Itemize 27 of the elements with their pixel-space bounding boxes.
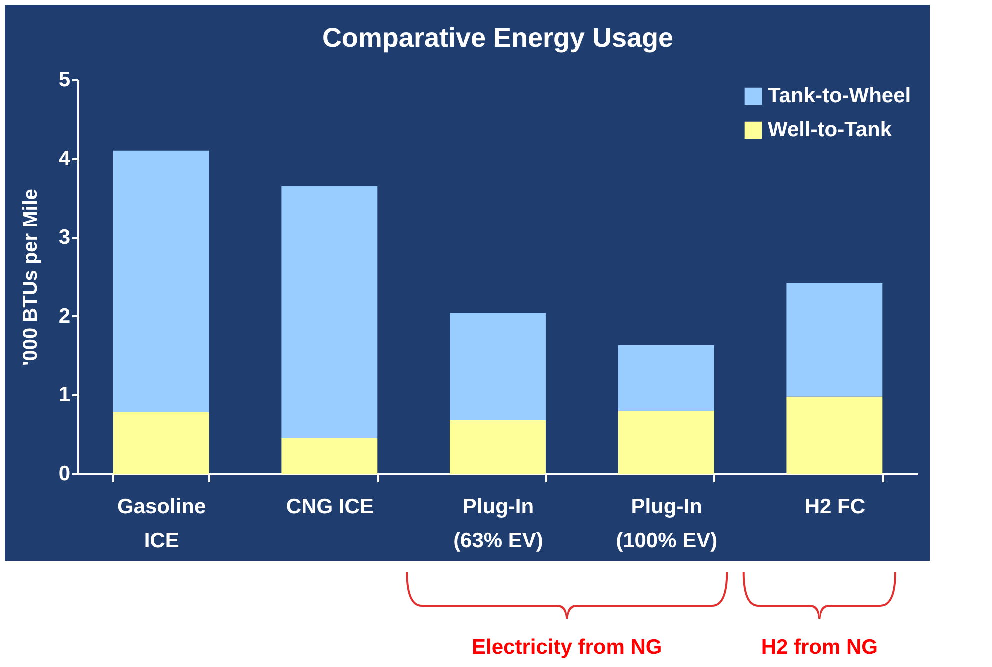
- bar: [282, 186, 378, 439]
- bar: [450, 420, 546, 474]
- y-tick-label: 5: [58, 68, 71, 92]
- legend-label: Well-to-Tank: [768, 118, 892, 142]
- y-tick-label: 4: [58, 147, 71, 170]
- x-tick-label: Gasoline ICE: [117, 496, 206, 552]
- bar: [450, 313, 546, 420]
- y-tick-label: 2: [58, 304, 70, 328]
- text: H2 from NG: [761, 636, 878, 660]
- legend-label: Tank-to-Wheel: [768, 84, 912, 108]
- text: Electricity from NG: [472, 636, 662, 660]
- chart-title: Comparative Energy Usage: [322, 23, 674, 53]
- y-tick-label: 3: [58, 226, 70, 250]
- bar: [113, 412, 210, 474]
- bar: [282, 438, 378, 474]
- x-tick-label: Plug-In (100% EV): [616, 496, 718, 552]
- y-tick-label: 0: [58, 462, 70, 486]
- x-tick-label: CNG ICE: [286, 496, 374, 518]
- bar: [113, 150, 210, 413]
- x-tick-label: H2 FC: [804, 496, 866, 518]
- bar: [786, 283, 883, 397]
- bar: [786, 396, 883, 474]
- bar: [618, 410, 714, 474]
- x-tick-label: Plug-In (63% EV): [454, 496, 544, 552]
- y-tick-label: 1: [58, 384, 71, 407]
- bar: [618, 346, 714, 411]
- y-axis-title: '000 BTUs per Mile: [20, 188, 42, 366]
